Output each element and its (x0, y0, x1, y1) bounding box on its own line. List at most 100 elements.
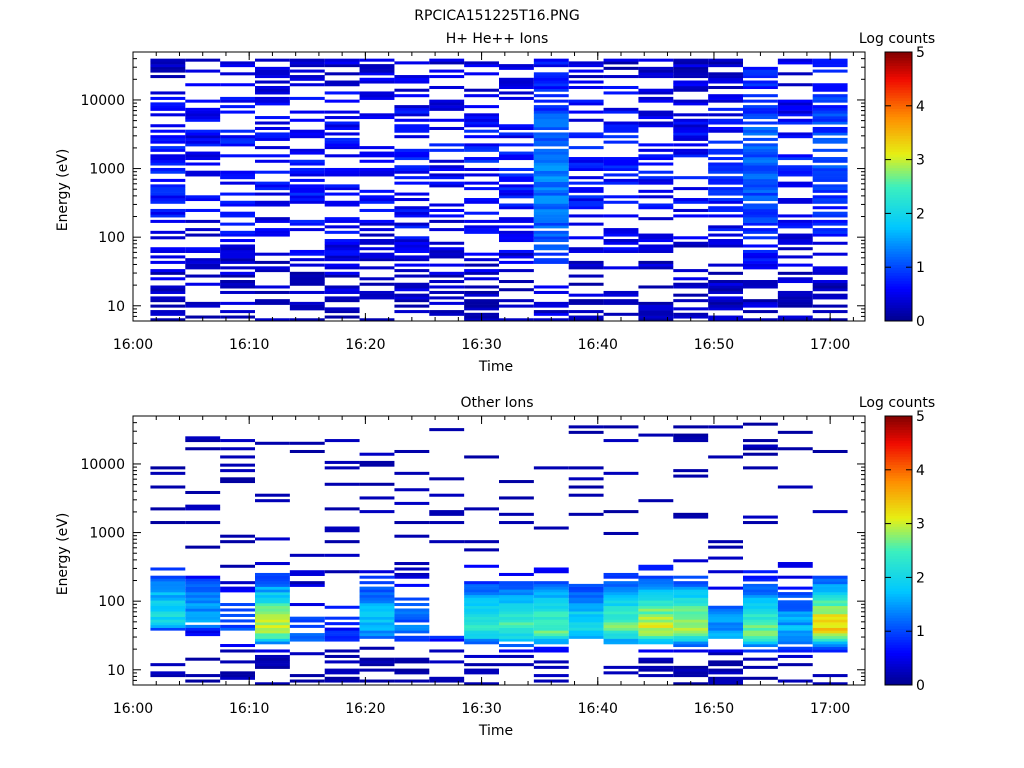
heatmap-cell (603, 91, 639, 95)
colorbar-swatch (885, 671, 912, 675)
heatmap-cell (708, 157, 743, 161)
heatmap-cell (150, 187, 186, 191)
heatmap-cell (812, 644, 848, 648)
heatmap-cell (464, 638, 499, 642)
heatmap-cell (359, 452, 395, 456)
heatmap-cell (324, 140, 360, 144)
heatmap-cell (777, 619, 813, 623)
heatmap-cell (429, 649, 465, 653)
heatmap-cell (464, 269, 499, 273)
heatmap-cell (533, 75, 569, 79)
colorbar-swatch (885, 563, 912, 568)
heatmap-cell (220, 469, 255, 473)
heatmap-cell (673, 622, 709, 626)
heatmap-cell (812, 187, 848, 191)
heatmap-cell (568, 592, 604, 596)
heatmap-cell (429, 477, 465, 481)
heatmap-cell (638, 233, 674, 237)
heatmap-cell (185, 611, 221, 615)
heatmap-cell (324, 173, 360, 177)
heatmap-cell (394, 575, 430, 579)
heatmap-cell (812, 121, 848, 125)
heatmap-cell (464, 200, 499, 204)
heatmap-cell (568, 206, 604, 210)
heatmap-cell (324, 258, 360, 262)
heatmap-cell (812, 638, 848, 642)
heatmap-cell (568, 176, 604, 180)
heatmap-cell (185, 247, 221, 251)
heatmap-cell (708, 307, 743, 311)
heatmap-cell (499, 480, 534, 484)
heatmap-cell (673, 241, 709, 245)
heatmap-cell (429, 255, 465, 259)
heatmap-cell (220, 671, 255, 675)
colorbar-swatch (885, 480, 912, 484)
colorbar-swatch (885, 146, 912, 150)
heatmap-cell (150, 255, 186, 259)
heatmap-cell (638, 121, 674, 125)
heatmap-cell (220, 99, 255, 103)
heatmap-cell (220, 315, 255, 319)
heatmap-cell (185, 170, 221, 174)
heatmap-cell (743, 452, 778, 456)
colorbar-swatch (885, 596, 912, 600)
heatmap-cell (603, 181, 639, 185)
heatmap-cell (533, 195, 569, 199)
heatmap-cell (568, 146, 604, 150)
colorbar-swatch (885, 65, 912, 69)
colorbar-swatch (885, 448, 912, 452)
colorbar-swatch (885, 477, 912, 482)
heatmap-cell (324, 635, 360, 639)
heatmap-cell (533, 252, 569, 256)
heatmap-cell (673, 69, 709, 73)
heatmap-cell (499, 613, 534, 617)
heatmap-cell (464, 564, 499, 568)
heatmap-cell (743, 170, 778, 174)
heatmap-cell (568, 200, 604, 204)
heatmap-cell (708, 167, 743, 171)
heatmap-cell (220, 72, 255, 76)
heatmap-cell (743, 236, 778, 240)
heatmap-cell (499, 135, 534, 139)
heatmap-cell (220, 105, 255, 109)
heatmap-cell (150, 485, 186, 489)
heatmap-cell (812, 594, 848, 598)
heatmap-cell (150, 581, 186, 585)
heatmap-cell (533, 126, 569, 130)
heatmap-cell (743, 635, 778, 639)
heatmap-cell (499, 184, 534, 188)
heatmap-cell (812, 600, 848, 604)
heatmap-cell (324, 466, 360, 470)
heatmap-cell (812, 592, 848, 596)
colorbar-swatch (885, 299, 912, 303)
heatmap-cell (255, 72, 290, 76)
x-tick-label: 16:50 (694, 337, 734, 353)
heatmap-cell (394, 170, 430, 174)
heatmap-cell (673, 277, 709, 281)
heatmap-cell (708, 282, 743, 286)
heatmap-cell (812, 578, 848, 582)
heatmap-cell (255, 219, 290, 223)
heatmap-cell (568, 477, 604, 481)
y-tick-label: 10000 (80, 93, 125, 109)
heatmap-cell (289, 167, 325, 171)
heatmap-cell (708, 148, 743, 152)
heatmap-cell (464, 219, 499, 223)
heatmap-cell (150, 271, 186, 275)
heatmap-cell (394, 124, 430, 128)
heatmap-cell (464, 159, 499, 163)
heatmap-cell (359, 296, 395, 300)
heatmap-cell (743, 75, 778, 79)
heatmap-cell (777, 613, 813, 617)
colorbar-frame (884, 415, 913, 686)
heatmap-cell (185, 195, 221, 199)
heatmap-cell (743, 603, 778, 607)
heatmap-cell (429, 247, 465, 251)
heatmap-cell (812, 157, 848, 161)
heatmap-cell (359, 589, 395, 593)
heatmap-cell (499, 592, 534, 596)
heatmap-cell (533, 466, 569, 470)
heatmap-cell (673, 649, 709, 653)
heatmap-cell (603, 66, 639, 70)
colorbar-swatch (885, 464, 912, 468)
